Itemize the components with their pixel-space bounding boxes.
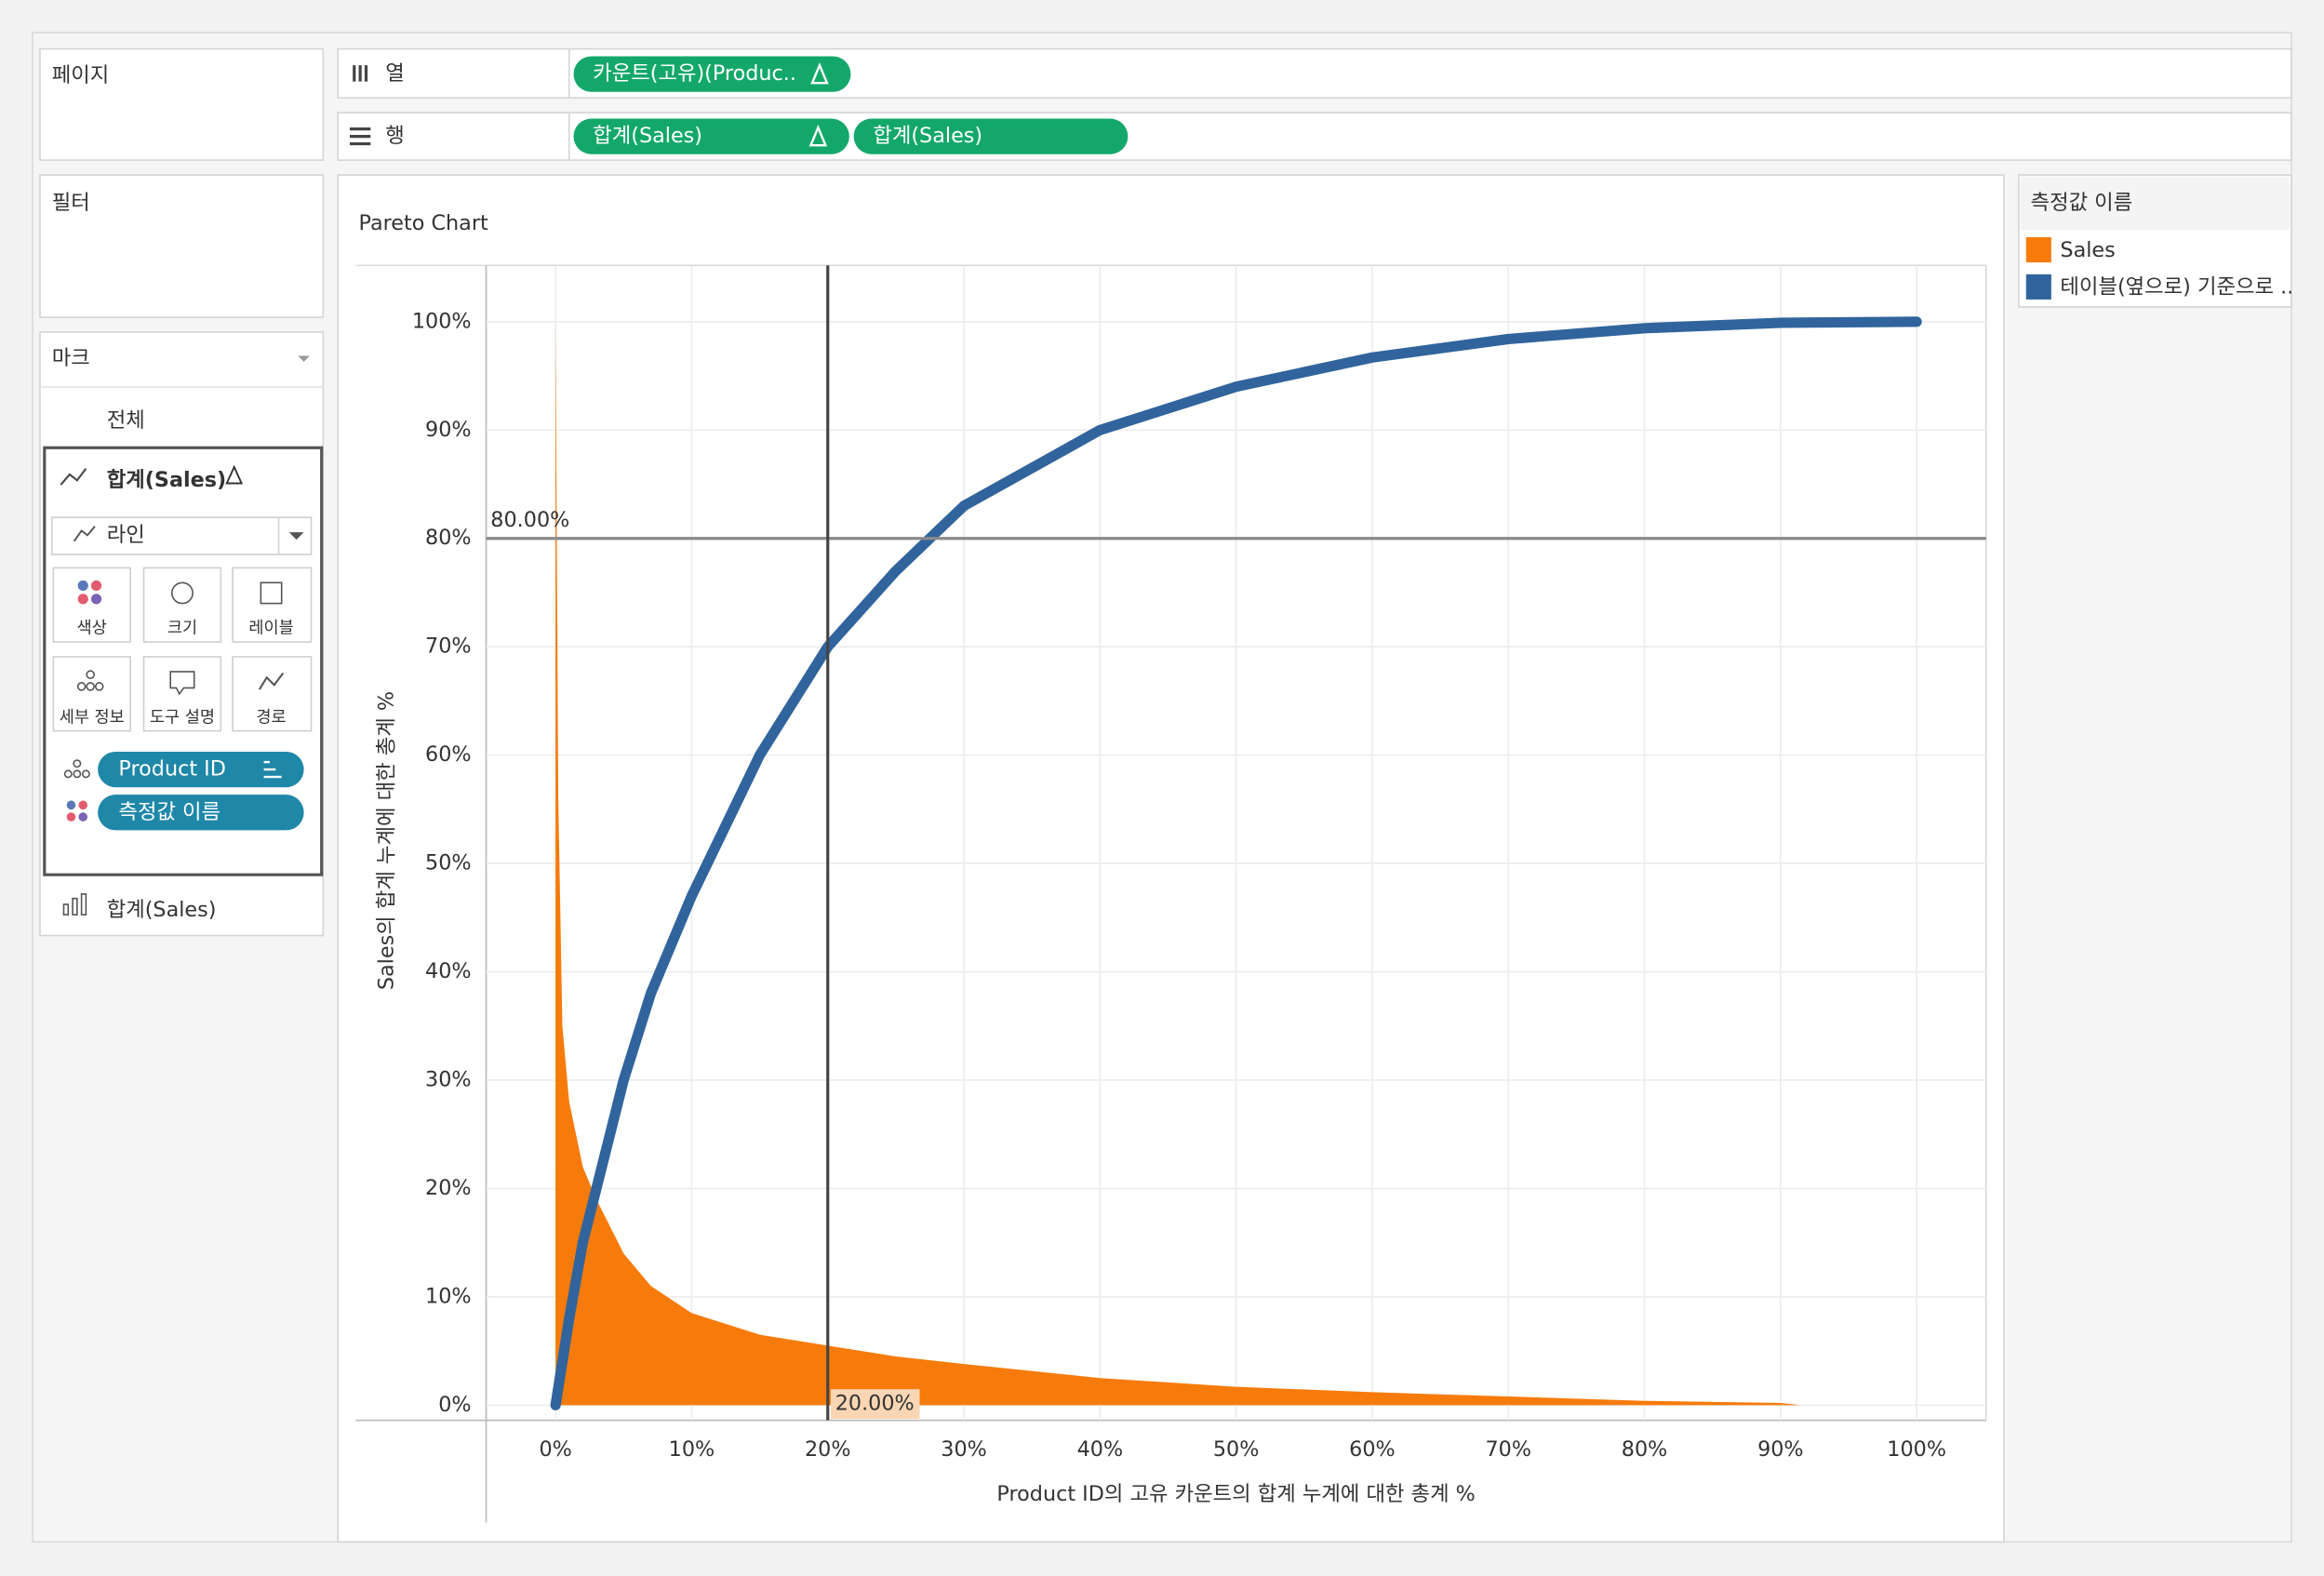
x-tick-label: 90% [1757,1437,1804,1462]
detail-icon [76,670,104,691]
delta-icon [225,464,244,485]
pages-panel [39,47,325,161]
x-tick-label: 30% [941,1437,987,1462]
rows-label: 행 [385,124,405,148]
filters-panel [39,174,325,318]
legend-swatch [2025,236,2051,263]
y-tick-label: 100% [412,309,472,333]
dropdown-arrow [288,532,304,541]
y-tick-label: 80% [425,526,472,550]
reference-label: 20.00% [835,1392,915,1416]
legend-label: Sales [2060,238,2115,262]
x-tick-label: 70% [1485,1437,1531,1462]
pages-title: 페이지 [52,63,110,87]
button-label: 도구 설명 [150,708,215,727]
color-pill[interactable] [98,795,304,831]
row-pill[interactable] [573,118,849,154]
row-pill-text: 합계(Sales) [873,124,982,148]
dropdown-arrow[interactable] [298,355,310,362]
y-tick-label: 90% [425,418,472,442]
legend-label: 테이블(옆으로) 기준으로 .. [2060,275,2293,300]
y-axis-title: Sales의 합계 누계에 대한 총계 % [374,691,398,990]
delta-icon [808,124,828,147]
card-title[interactable]: 합계(Sales) [107,898,217,922]
color-button[interactable] [52,567,131,643]
detail-button[interactable] [52,656,131,732]
pill-text: 측정값 이름 [118,800,220,824]
x-tick-label: 40% [1077,1437,1124,1462]
mark-type-select[interactable] [50,516,313,555]
chart-title: Pareto Chart [359,211,488,235]
line-icon [73,526,96,542]
columns-label: 열 [385,61,405,86]
column-pill-text: 카운트(고유)(Produc.. [593,61,796,86]
rows-icon [349,127,371,146]
label-button[interactable] [232,567,313,643]
y-tick-label: 20% [425,1176,472,1200]
bar-icon [62,893,87,916]
delta-icon [810,62,829,85]
reference-label: 80.00% [490,508,569,532]
x-tick-label: 80% [1622,1437,1668,1462]
detail-icon [63,759,90,779]
path-icon [258,672,285,690]
x-tick-label: 60% [1349,1437,1396,1462]
line-icon [60,467,87,486]
y-tick-label: 30% [425,1067,472,1091]
y-tick-label: 10% [425,1284,472,1308]
filters-title: 필터 [52,191,90,215]
y-tick-label: 70% [425,634,472,659]
label-icon [260,581,283,605]
detail-pill[interactable] [98,751,304,788]
legend-swatch [2025,274,2051,300]
button-label: 세부 정보 [60,708,125,727]
button-label: 색상 [77,620,107,638]
reference-label-bg [830,1389,920,1420]
legend-header [2020,176,2291,231]
row-pill[interactable] [853,118,1129,154]
x-axis-title: Product ID의 고유 카운트의 합계 누계에 대한 총계 % [996,1482,1475,1506]
pill-text: Product ID [118,757,225,781]
size-icon [171,581,194,605]
column-pill[interactable] [573,56,851,92]
cumulative-line [550,316,1922,1410]
y-tick-label: 40% [425,959,472,983]
size-button[interactable] [142,567,222,643]
x-tick-label: 20% [805,1437,851,1462]
button-label: 경로 [256,708,286,727]
button-label: 레이블 [248,620,293,638]
y-tick-label: 60% [425,742,472,767]
y-tick-label: 0% [438,1393,471,1417]
tooltip-icon [169,671,195,696]
x-tick-label: 0% [539,1437,571,1462]
columns-icon [353,65,368,82]
color-icon [66,800,87,821]
sort-icon [263,760,282,779]
card-title[interactable]: 합계(Sales) [107,468,227,492]
tooltip-button[interactable] [142,656,222,732]
color-icon [77,580,102,605]
marks-title: 마크 [52,346,90,370]
path-button[interactable] [232,656,313,732]
row-pill-text: 합계(Sales) [593,124,702,148]
mark-type: 라인 [107,523,145,547]
x-tick-label: 50% [1213,1437,1260,1462]
legend-title: 측정값 이름 [2031,191,2133,215]
x-tick-label: 10% [669,1437,715,1462]
x-tick-label: 100% [1887,1437,1946,1462]
y-tick-label: 50% [425,851,472,875]
button-label: 크기 [167,620,197,638]
marks-all[interactable]: 전체 [107,408,145,433]
